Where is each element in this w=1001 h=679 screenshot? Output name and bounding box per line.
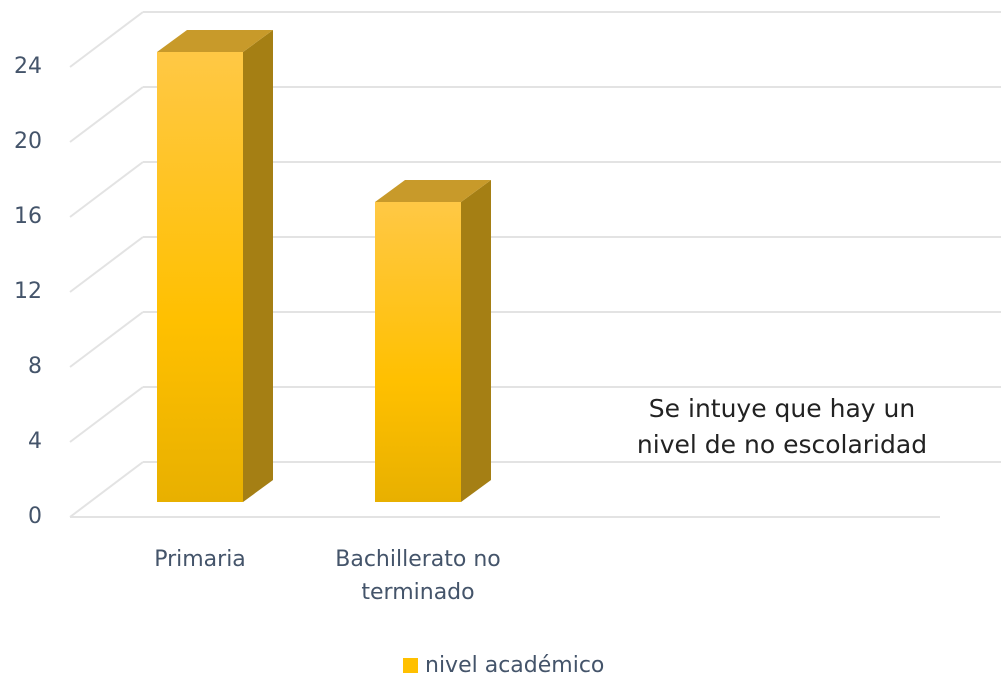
bar: [157, 52, 243, 502]
annotation: Se intuye que hay un: [649, 394, 915, 423]
annotation: nivel de no escolaridad: [637, 430, 927, 459]
grid-line: [69, 86, 144, 143]
y-tick-label: 24: [14, 54, 42, 79]
legend-swatch: [403, 658, 418, 673]
bar-side: [243, 30, 273, 502]
x-tick-label: Primaria: [154, 547, 246, 572]
grid-line: [69, 11, 144, 68]
y-tick-label: 16: [14, 204, 42, 229]
grid-line: [69, 236, 144, 293]
y-tick-label: 8: [28, 354, 42, 379]
bar: [375, 202, 461, 502]
y-tick-label: 4: [28, 429, 42, 454]
legend-label: nivel académico: [425, 653, 604, 678]
grid-line: [69, 161, 144, 218]
y-tick-label: 0: [28, 504, 42, 529]
grid-line: [69, 311, 144, 368]
y-tick-label: 20: [14, 129, 42, 154]
x-tick-label: Bachillerato no terminado: [335, 547, 501, 605]
bar-top: [157, 30, 273, 52]
y-tick-label: 12: [14, 279, 42, 304]
grid-line: [69, 461, 144, 518]
bar-side: [461, 180, 491, 502]
grid-line: [69, 386, 144, 443]
bar-top: [375, 180, 491, 202]
